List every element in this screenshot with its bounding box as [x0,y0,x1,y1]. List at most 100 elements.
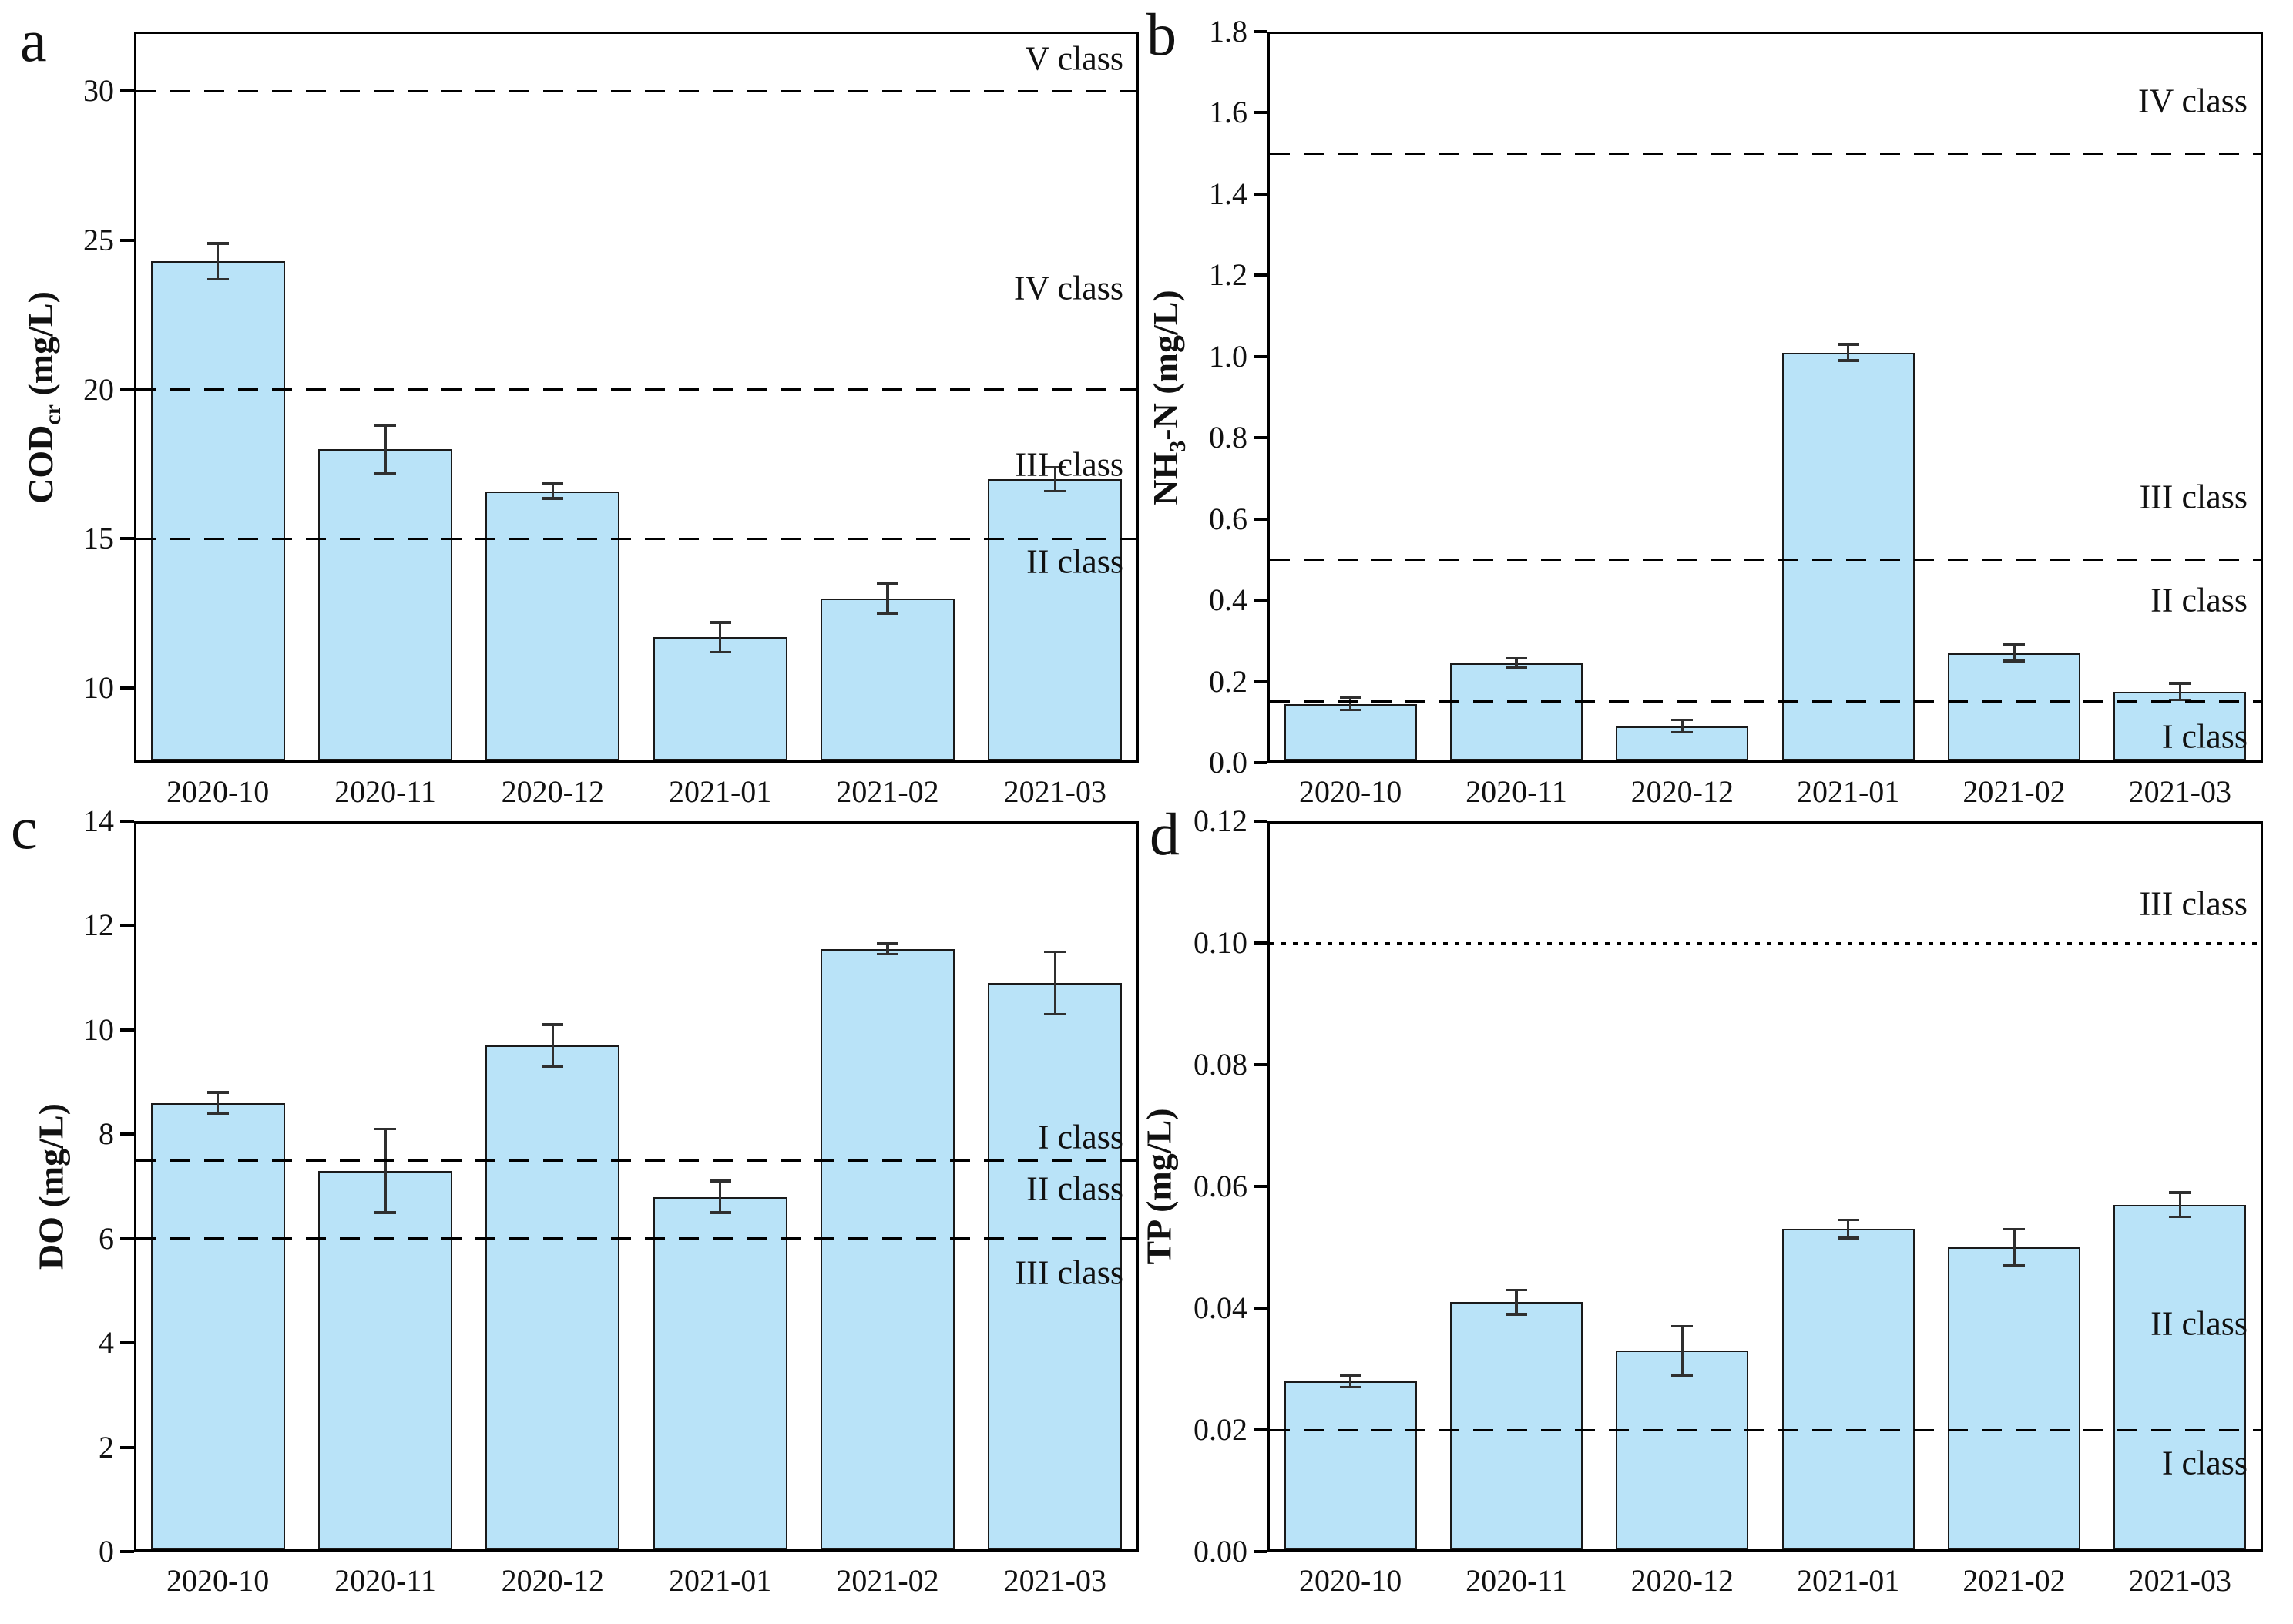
y-tick-label: 12 [83,908,114,943]
error-bar-cap-bottom [374,471,396,475]
plot-area-a [134,32,1139,763]
error-bar-cap-bottom [542,497,564,500]
x-tick-label-2020-12: 2020-12 [1630,1563,1734,1598]
bar-b-2021-03 [2113,691,2247,760]
class-label-ii-class: II class [1026,1169,1123,1208]
y-tick-mark [1254,354,1267,358]
error-bar-stem [1348,1374,1352,1387]
y-tick-mark [1254,1428,1267,1431]
y-tick-mark [120,924,134,928]
y-tick-label: 1.6 [1209,95,1247,130]
bar-d-2021-02 [1947,1247,2081,1549]
threshold-line-0.5 [1270,558,2261,561]
class-label-v-class: V class [1025,39,1123,78]
x-tick-label-2021-01: 2021-01 [1796,774,1900,809]
y-tick-mark [1254,192,1267,196]
y-tick-label: 0.12 [1194,804,1247,838]
bar-d-2021-01 [1781,1229,1915,1549]
bar-a-2021-02 [821,598,955,760]
x-tick-label-2021-03: 2021-03 [1003,774,1106,809]
y-tick-mark [1254,1063,1267,1066]
y-tick-mark [1254,436,1267,440]
y-tick-mark [120,89,134,93]
y-tick-label: 1.0 [1209,338,1247,374]
y-tick-mark [1254,1185,1267,1188]
error-bar-cap-top [1044,465,1066,469]
y-tick-label: 0.00 [1194,1534,1247,1569]
bar-c-2020-11 [318,1170,452,1549]
error-bar-cap-top [709,621,731,624]
bar-c-2021-02 [821,948,955,1549]
y-tick-label: 1.8 [1209,14,1247,49]
error-bar-cap-top [1837,1218,1859,1222]
error-bar-stem [384,425,387,474]
error-bar-cap-top [1506,656,1527,660]
y-tick-label: 0.2 [1209,663,1247,699]
error-bar-stem [886,583,889,614]
error-bar-cap-bottom [1339,708,1361,712]
y-tick-label: 4 [99,1325,114,1361]
error-bar-cap-bottom [2003,1263,2025,1267]
bar-c-2020-10 [150,1102,285,1549]
class-label-i-class: I class [2161,1444,2248,1482]
y-tick-label: 0.10 [1194,925,1247,960]
y-tick-label: 20 [83,371,114,407]
x-tick-label-2020-11: 2020-11 [334,774,436,809]
panel-letter-d: d [1150,800,1180,867]
bar-a-2020-11 [318,449,452,760]
bar-b-2020-11 [1449,663,1583,760]
y-tick-mark [1254,761,1267,764]
y-tick-label: 0 [99,1534,114,1569]
y-tick-mark [120,388,134,391]
error-bar-cap-top [206,1091,229,1094]
class-label-iii-class: III class [2139,478,2248,516]
panel-letter-b: b [1146,1,1177,68]
error-bar-cap-top [374,424,396,428]
error-bar-cap-top [542,1023,564,1026]
y-tick-mark [120,1445,134,1449]
y-tick-mark [1254,30,1267,33]
error-bar-stem [551,1025,555,1067]
error-bar-cap-top [877,942,898,945]
error-bar-stem [2178,683,2182,700]
error-bar-stem [384,1129,387,1213]
y-tick-label: 10 [83,1012,114,1047]
error-bar-cap-top [877,582,898,586]
x-tick-label-2020-12: 2020-12 [501,774,604,809]
error-bar-cap-bottom [1506,666,1527,669]
error-bar-stem [1680,1326,1684,1375]
y-tick-label: 15 [83,521,114,556]
class-label-iii-class: III class [2139,884,2248,923]
y-axis-title-b: NH3-N (mg/L) [1145,289,1191,505]
threshold-line-0.02 [1270,1428,2261,1431]
plot-area-d [1267,821,2263,1552]
y-tick-mark [1254,820,1267,823]
y-tick-mark [1254,941,1267,945]
threshold-line-1.5 [1270,152,2261,155]
bar-c-2020-12 [485,1045,620,1549]
error-bar-stem [1053,467,1057,492]
y-tick-label: 14 [83,804,114,838]
y-tick-mark [1254,1550,1267,1553]
x-tick-label-2020-10: 2020-10 [1298,774,1402,809]
error-bar-stem [216,1092,220,1114]
x-tick-label-2021-01: 2021-01 [668,1563,772,1598]
error-bar-cap-top [1671,718,1694,722]
y-tick-mark [1254,599,1267,602]
x-tick-label-2020-11: 2020-11 [334,1563,436,1598]
bar-b-2021-01 [1781,352,1915,760]
y-tick-label: 0.02 [1194,1412,1247,1447]
error-bar-cap-top [1339,696,1361,700]
y-tick-label: 1.2 [1209,257,1247,293]
error-bar-stem [718,1181,722,1213]
bar-c-2021-03 [988,982,1123,1549]
bar-a-2021-01 [653,637,787,760]
error-bar-cap-bottom [374,1211,396,1214]
error-bar-cap-bottom [206,277,229,281]
y-tick-label: 6 [99,1220,114,1256]
x-tick-label-2021-02: 2021-02 [836,1563,939,1598]
x-tick-label-2021-03: 2021-03 [2128,774,2231,809]
threshold-line-15 [136,537,1136,540]
threshold-line-7.5 [136,1159,1136,1162]
y-tick-label: 0.4 [1209,582,1247,618]
